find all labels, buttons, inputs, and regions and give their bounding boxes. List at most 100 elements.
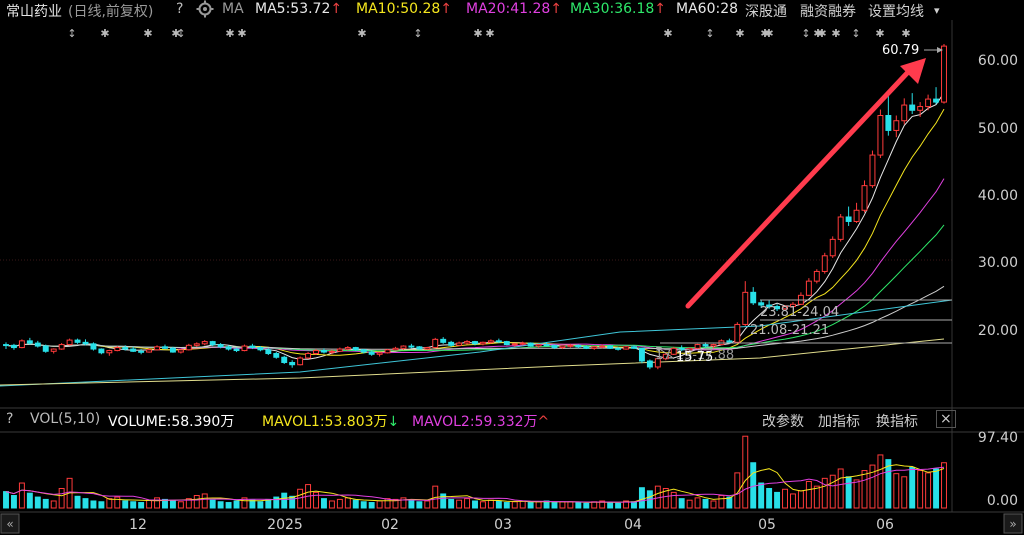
ma-label[interactable]: MA [222,1,244,17]
volume-bar [392,498,399,509]
volume-indicator-label[interactable]: VOL(5,10) [30,411,101,427]
candle [559,345,566,350]
range2-label: 21.08-21.21 [750,323,829,338]
event-marker-icon[interactable]: ✱ [357,27,366,40]
volume-bar [257,501,264,509]
event-marker-icon[interactable]: ✱ [237,27,246,40]
add-indicator-button[interactable]: 加指标 [818,414,860,430]
volume-axis: 97.40 0.00 [978,430,1018,509]
volume-bar [893,473,900,509]
event-marker-icon[interactable]: ✱ [473,27,482,40]
volume-bar [583,502,590,509]
switch-indicator-button[interactable]: 换指标 [876,414,918,430]
volume-bar [169,500,176,509]
scroll-left-button[interactable]: « [0,513,20,534]
date-tick: 2025 [267,517,303,533]
mavol1-value: MAVOL1:53.803万↓ [262,411,399,431]
event-marker-icon[interactable]: ✱ [143,27,152,40]
candle [670,346,677,356]
ma5-arrow: ↑ [330,1,343,17]
candle [177,349,184,354]
volume-bar [670,491,677,509]
event-marker-icon[interactable]: ↕ [851,27,860,40]
volume-bar [82,498,89,509]
volume-bar [551,502,558,509]
candle [654,357,661,370]
event-marker-icon[interactable]: ✱ [875,27,884,40]
candle [225,345,232,351]
change-params-button[interactable]: 改参数 [762,414,804,430]
volume-bar [559,501,566,509]
mavol1-arrow: ↓ [387,414,400,430]
candle [440,337,447,344]
svg-text:»: » [1009,517,1016,531]
event-marker-icon[interactable]: ✱ [171,27,180,40]
ma10-text: MA10:50.28 [356,1,441,17]
candle [694,343,701,350]
price-tick: 60.00 [978,53,1018,69]
rong-zi-rong-quan-link[interactable]: 融资融券 [800,4,856,20]
event-marker-icon[interactable]: ✱ [817,27,826,40]
candle [805,278,812,297]
event-marker-icon[interactable]: ↕ [413,27,422,40]
event-marker-icon[interactable]: ↕ [705,27,714,40]
event-marker-icon[interactable]: ✱ [764,27,773,40]
event-marker-icon[interactable]: ↕ [801,27,810,40]
volume-bar [209,499,216,509]
gear-icon[interactable] [196,0,214,22]
event-marker-icon[interactable]: ✱ [663,27,672,40]
date-tick: 05 [758,517,776,533]
volume-bar [861,470,868,509]
event-marker-icon[interactable]: ✱ [760,27,769,40]
event-marker-icon[interactable]: ✱ [813,27,822,40]
volume-bar [718,495,725,509]
chevron-down-icon[interactable]: ▾ [934,4,940,17]
volume-bar [535,501,542,509]
settings-ma-link[interactable]: 设置均线 [868,4,924,20]
event-marker-icon[interactable]: ↕ [67,27,76,40]
volume-bar [185,498,192,509]
volume-help-icon[interactable]: ? [6,411,14,427]
volume-bar [797,490,804,509]
event-marker-icon[interactable]: ✱ [485,27,494,40]
event-marker-icon[interactable]: ✱ [225,27,234,40]
candle [122,345,129,351]
volume-bar [774,491,781,509]
volume-bar [321,498,327,509]
stock-name[interactable]: 常山药业 [6,4,62,20]
event-marker-icon[interactable]: ✱ [831,27,840,40]
chart-mode[interactable]: (日线,前复权) [68,4,154,20]
volume-bar [869,464,876,509]
close-icon[interactable]: × [936,410,956,428]
volume-bar [114,496,121,509]
volume-bar [90,500,97,509]
volume-bar [281,492,288,509]
candle [837,214,844,242]
candle [710,343,717,349]
scroll-right-button[interactable]: » [1003,513,1023,534]
help-icon[interactable]: ? [176,1,184,17]
volume-bar [360,501,367,509]
vol-tick: 97.40 [978,430,1018,446]
event-marker-icon[interactable]: ✱ [735,27,744,40]
shen-gu-tong-link[interactable]: 深股通 [745,4,787,20]
event-marker-icon[interactable]: ✱ [901,27,910,40]
candle [34,340,41,348]
ma5-text: MA5:53.72 [255,1,331,17]
ma30-arrow: ↑ [654,1,667,17]
candle [392,346,399,351]
event-marker-icon[interactable]: ✱ [100,27,109,40]
candle [400,345,407,350]
volume-bar [336,498,343,509]
mavol2-value: MAVOL2:59.332万^ [412,411,549,431]
volume-bar [106,498,113,509]
candle [201,340,208,346]
candle [376,352,383,357]
candle [321,348,327,354]
volume-bar [710,500,717,509]
event-marker-icon[interactable]: ↕ [176,27,185,40]
candle [185,343,192,351]
candle [146,348,153,353]
volume-bar [726,496,733,509]
